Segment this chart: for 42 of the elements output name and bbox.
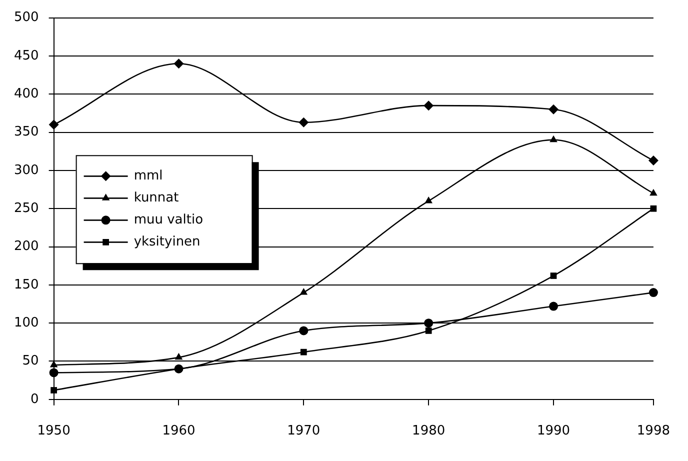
x-tick-label: 1950	[37, 424, 70, 439]
point	[174, 352, 183, 360]
point	[650, 188, 658, 196]
point	[174, 58, 184, 69]
point	[424, 318, 434, 328]
y-tick-label: 250	[14, 200, 39, 216]
point	[300, 288, 308, 295]
point	[650, 205, 657, 212]
point	[48, 120, 59, 130]
y-tick-label: 0	[30, 392, 39, 407]
point	[548, 104, 559, 114]
y-tick-label: 100	[14, 315, 39, 330]
point	[424, 100, 434, 111]
x-tick-label: 1990	[536, 424, 570, 439]
point	[49, 368, 58, 378]
legend-label: muu valtio	[134, 212, 204, 228]
x-tick-label: 1970	[287, 424, 320, 439]
point	[300, 348, 307, 356]
x-tick-label: 1960	[162, 424, 196, 439]
point	[550, 135, 558, 142]
point	[648, 288, 658, 298]
point	[298, 117, 309, 128]
y-tick-label: 450	[14, 48, 39, 64]
y-tick-label: 300	[14, 162, 39, 178]
legend-label: mml	[134, 168, 163, 184]
y-tick-label: 200	[14, 239, 39, 254]
x-tick-label: 1980	[412, 424, 446, 439]
point	[50, 387, 57, 394]
y-tick-label: 50	[22, 354, 39, 369]
y-tick-label: 400	[14, 86, 39, 102]
legend-label: kunnat	[134, 190, 179, 206]
point	[549, 302, 558, 311]
point	[550, 272, 557, 279]
y-tick-label: 350	[14, 124, 39, 140]
point	[425, 328, 432, 334]
point	[648, 156, 658, 166]
y-tick-label: 500	[14, 10, 39, 26]
legend-label: yksityinen	[134, 234, 200, 250]
y-tick-label: 150	[14, 277, 39, 292]
point	[299, 326, 308, 336]
x-tick-label: 1998	[636, 424, 670, 439]
point	[424, 196, 432, 204]
